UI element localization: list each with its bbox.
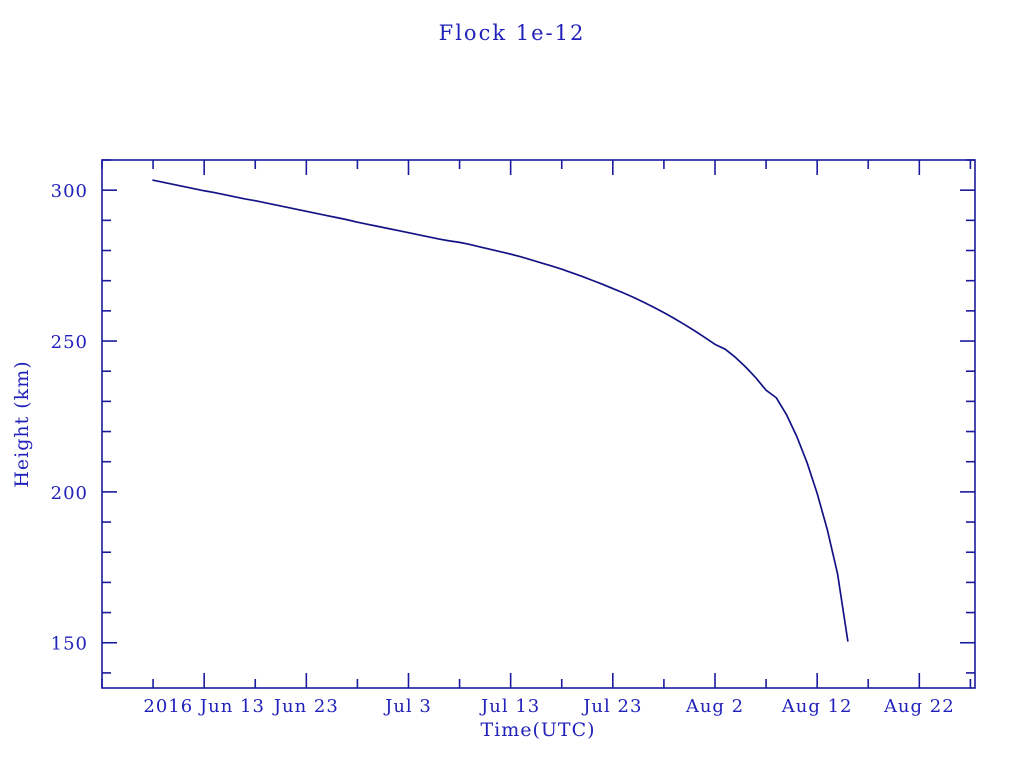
height-decay-curve	[152, 179, 849, 642]
y-tick-label: 150	[51, 634, 88, 655]
axis-ticks	[101, 159, 975, 688]
chart-title: Flock 1e-12	[439, 21, 586, 45]
x-tick-label: 2016 Jun 13	[143, 696, 265, 717]
x-axis-title: Time(UTC)	[480, 719, 595, 741]
x-tick-label: Jul 3	[383, 696, 432, 717]
x-tick-label: Aug 12	[781, 696, 853, 717]
x-axis-tick-labels: 2016 Jun 13 Jun 23 Jul 3 Jul 13 Jul 23 Aug 2 A…	[143, 696, 955, 717]
y-tick-label: 250	[51, 332, 88, 353]
x-tick-label: Jul 23	[581, 696, 642, 717]
x-tick-label: Aug 22	[883, 696, 955, 717]
x-tick-label: Aug 2	[685, 696, 744, 717]
plot-frame	[101, 159, 976, 689]
y-tick-label: 200	[51, 483, 88, 504]
x-tick-label: Jun 23	[272, 696, 339, 717]
y-axis-title: Height (km)	[11, 360, 33, 487]
y-axis-tick-labels: 150 200 250 300	[51, 181, 88, 655]
x-tick-label: Jul 13	[479, 696, 540, 717]
y-tick-label: 300	[51, 181, 88, 202]
